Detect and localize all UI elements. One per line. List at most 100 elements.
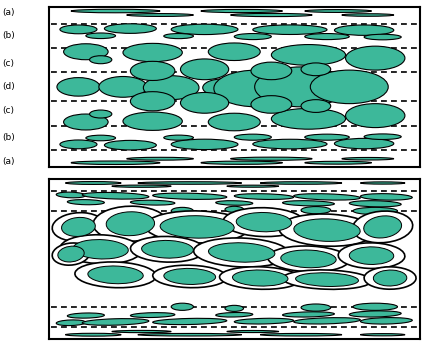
Ellipse shape <box>268 246 349 272</box>
Ellipse shape <box>234 34 271 40</box>
Ellipse shape <box>346 46 405 70</box>
Ellipse shape <box>208 113 260 131</box>
Ellipse shape <box>56 192 86 198</box>
Ellipse shape <box>360 318 412 324</box>
Ellipse shape <box>253 139 327 149</box>
Ellipse shape <box>301 206 331 214</box>
Text: (b): (b) <box>2 31 15 40</box>
Ellipse shape <box>283 270 371 289</box>
Ellipse shape <box>60 235 141 264</box>
Ellipse shape <box>123 44 182 62</box>
Ellipse shape <box>138 333 242 336</box>
Ellipse shape <box>61 217 95 237</box>
Ellipse shape <box>65 181 121 184</box>
Ellipse shape <box>360 333 405 336</box>
Ellipse shape <box>123 112 182 130</box>
Ellipse shape <box>279 214 375 246</box>
Ellipse shape <box>335 138 394 149</box>
Ellipse shape <box>52 213 105 241</box>
Ellipse shape <box>349 201 401 207</box>
Ellipse shape <box>296 273 358 286</box>
Text: (a): (a) <box>2 8 14 17</box>
Ellipse shape <box>360 194 412 200</box>
Ellipse shape <box>65 333 121 336</box>
Ellipse shape <box>260 182 342 184</box>
Ellipse shape <box>223 208 304 237</box>
Ellipse shape <box>106 212 155 236</box>
Ellipse shape <box>234 318 293 324</box>
Ellipse shape <box>294 194 360 200</box>
Ellipse shape <box>153 193 227 199</box>
Ellipse shape <box>260 333 342 336</box>
Ellipse shape <box>349 247 394 264</box>
Ellipse shape <box>216 201 253 205</box>
Ellipse shape <box>71 9 160 13</box>
Ellipse shape <box>216 312 253 317</box>
Ellipse shape <box>104 140 156 150</box>
Ellipse shape <box>342 14 394 16</box>
Ellipse shape <box>153 318 227 325</box>
Ellipse shape <box>364 216 402 238</box>
Ellipse shape <box>209 243 275 262</box>
Ellipse shape <box>305 9 371 12</box>
Circle shape <box>131 61 175 80</box>
Ellipse shape <box>271 108 346 129</box>
Ellipse shape <box>82 319 149 325</box>
Ellipse shape <box>194 238 290 267</box>
Ellipse shape <box>271 45 346 65</box>
Ellipse shape <box>201 9 282 13</box>
Ellipse shape <box>231 13 312 16</box>
Circle shape <box>310 70 388 104</box>
Ellipse shape <box>164 269 216 284</box>
Text: (c): (c) <box>2 59 14 68</box>
Ellipse shape <box>236 212 292 232</box>
Ellipse shape <box>253 25 327 34</box>
Circle shape <box>214 70 299 107</box>
Ellipse shape <box>227 331 279 332</box>
Circle shape <box>181 92 229 113</box>
Circle shape <box>181 59 229 80</box>
Ellipse shape <box>71 161 160 165</box>
Ellipse shape <box>232 270 288 286</box>
Ellipse shape <box>201 161 282 164</box>
Circle shape <box>143 76 199 100</box>
Ellipse shape <box>171 207 193 214</box>
Ellipse shape <box>342 158 394 160</box>
Ellipse shape <box>131 313 175 318</box>
Ellipse shape <box>305 134 349 140</box>
Ellipse shape <box>338 243 405 269</box>
Ellipse shape <box>52 243 90 265</box>
Circle shape <box>251 62 292 80</box>
Ellipse shape <box>82 192 149 199</box>
Ellipse shape <box>164 34 193 39</box>
Ellipse shape <box>127 157 193 160</box>
Ellipse shape <box>282 312 335 317</box>
Ellipse shape <box>160 216 234 238</box>
Ellipse shape <box>112 330 171 333</box>
Ellipse shape <box>89 110 112 118</box>
Circle shape <box>251 96 292 113</box>
Ellipse shape <box>364 34 401 40</box>
Ellipse shape <box>353 303 398 310</box>
Ellipse shape <box>138 182 242 184</box>
Text: (b): (b) <box>2 133 15 143</box>
Ellipse shape <box>89 56 112 64</box>
Ellipse shape <box>86 33 115 39</box>
Ellipse shape <box>73 240 128 259</box>
Ellipse shape <box>67 313 104 318</box>
Circle shape <box>57 78 100 96</box>
Ellipse shape <box>301 304 331 311</box>
Ellipse shape <box>127 14 193 16</box>
Ellipse shape <box>225 305 243 311</box>
Ellipse shape <box>305 161 371 164</box>
Ellipse shape <box>294 318 360 324</box>
Ellipse shape <box>64 44 108 60</box>
Ellipse shape <box>171 24 238 34</box>
Ellipse shape <box>112 185 171 187</box>
Circle shape <box>301 100 331 112</box>
Ellipse shape <box>131 200 175 205</box>
Ellipse shape <box>353 211 413 243</box>
Ellipse shape <box>153 265 227 288</box>
Ellipse shape <box>104 24 156 33</box>
Text: (d): (d) <box>2 82 15 91</box>
